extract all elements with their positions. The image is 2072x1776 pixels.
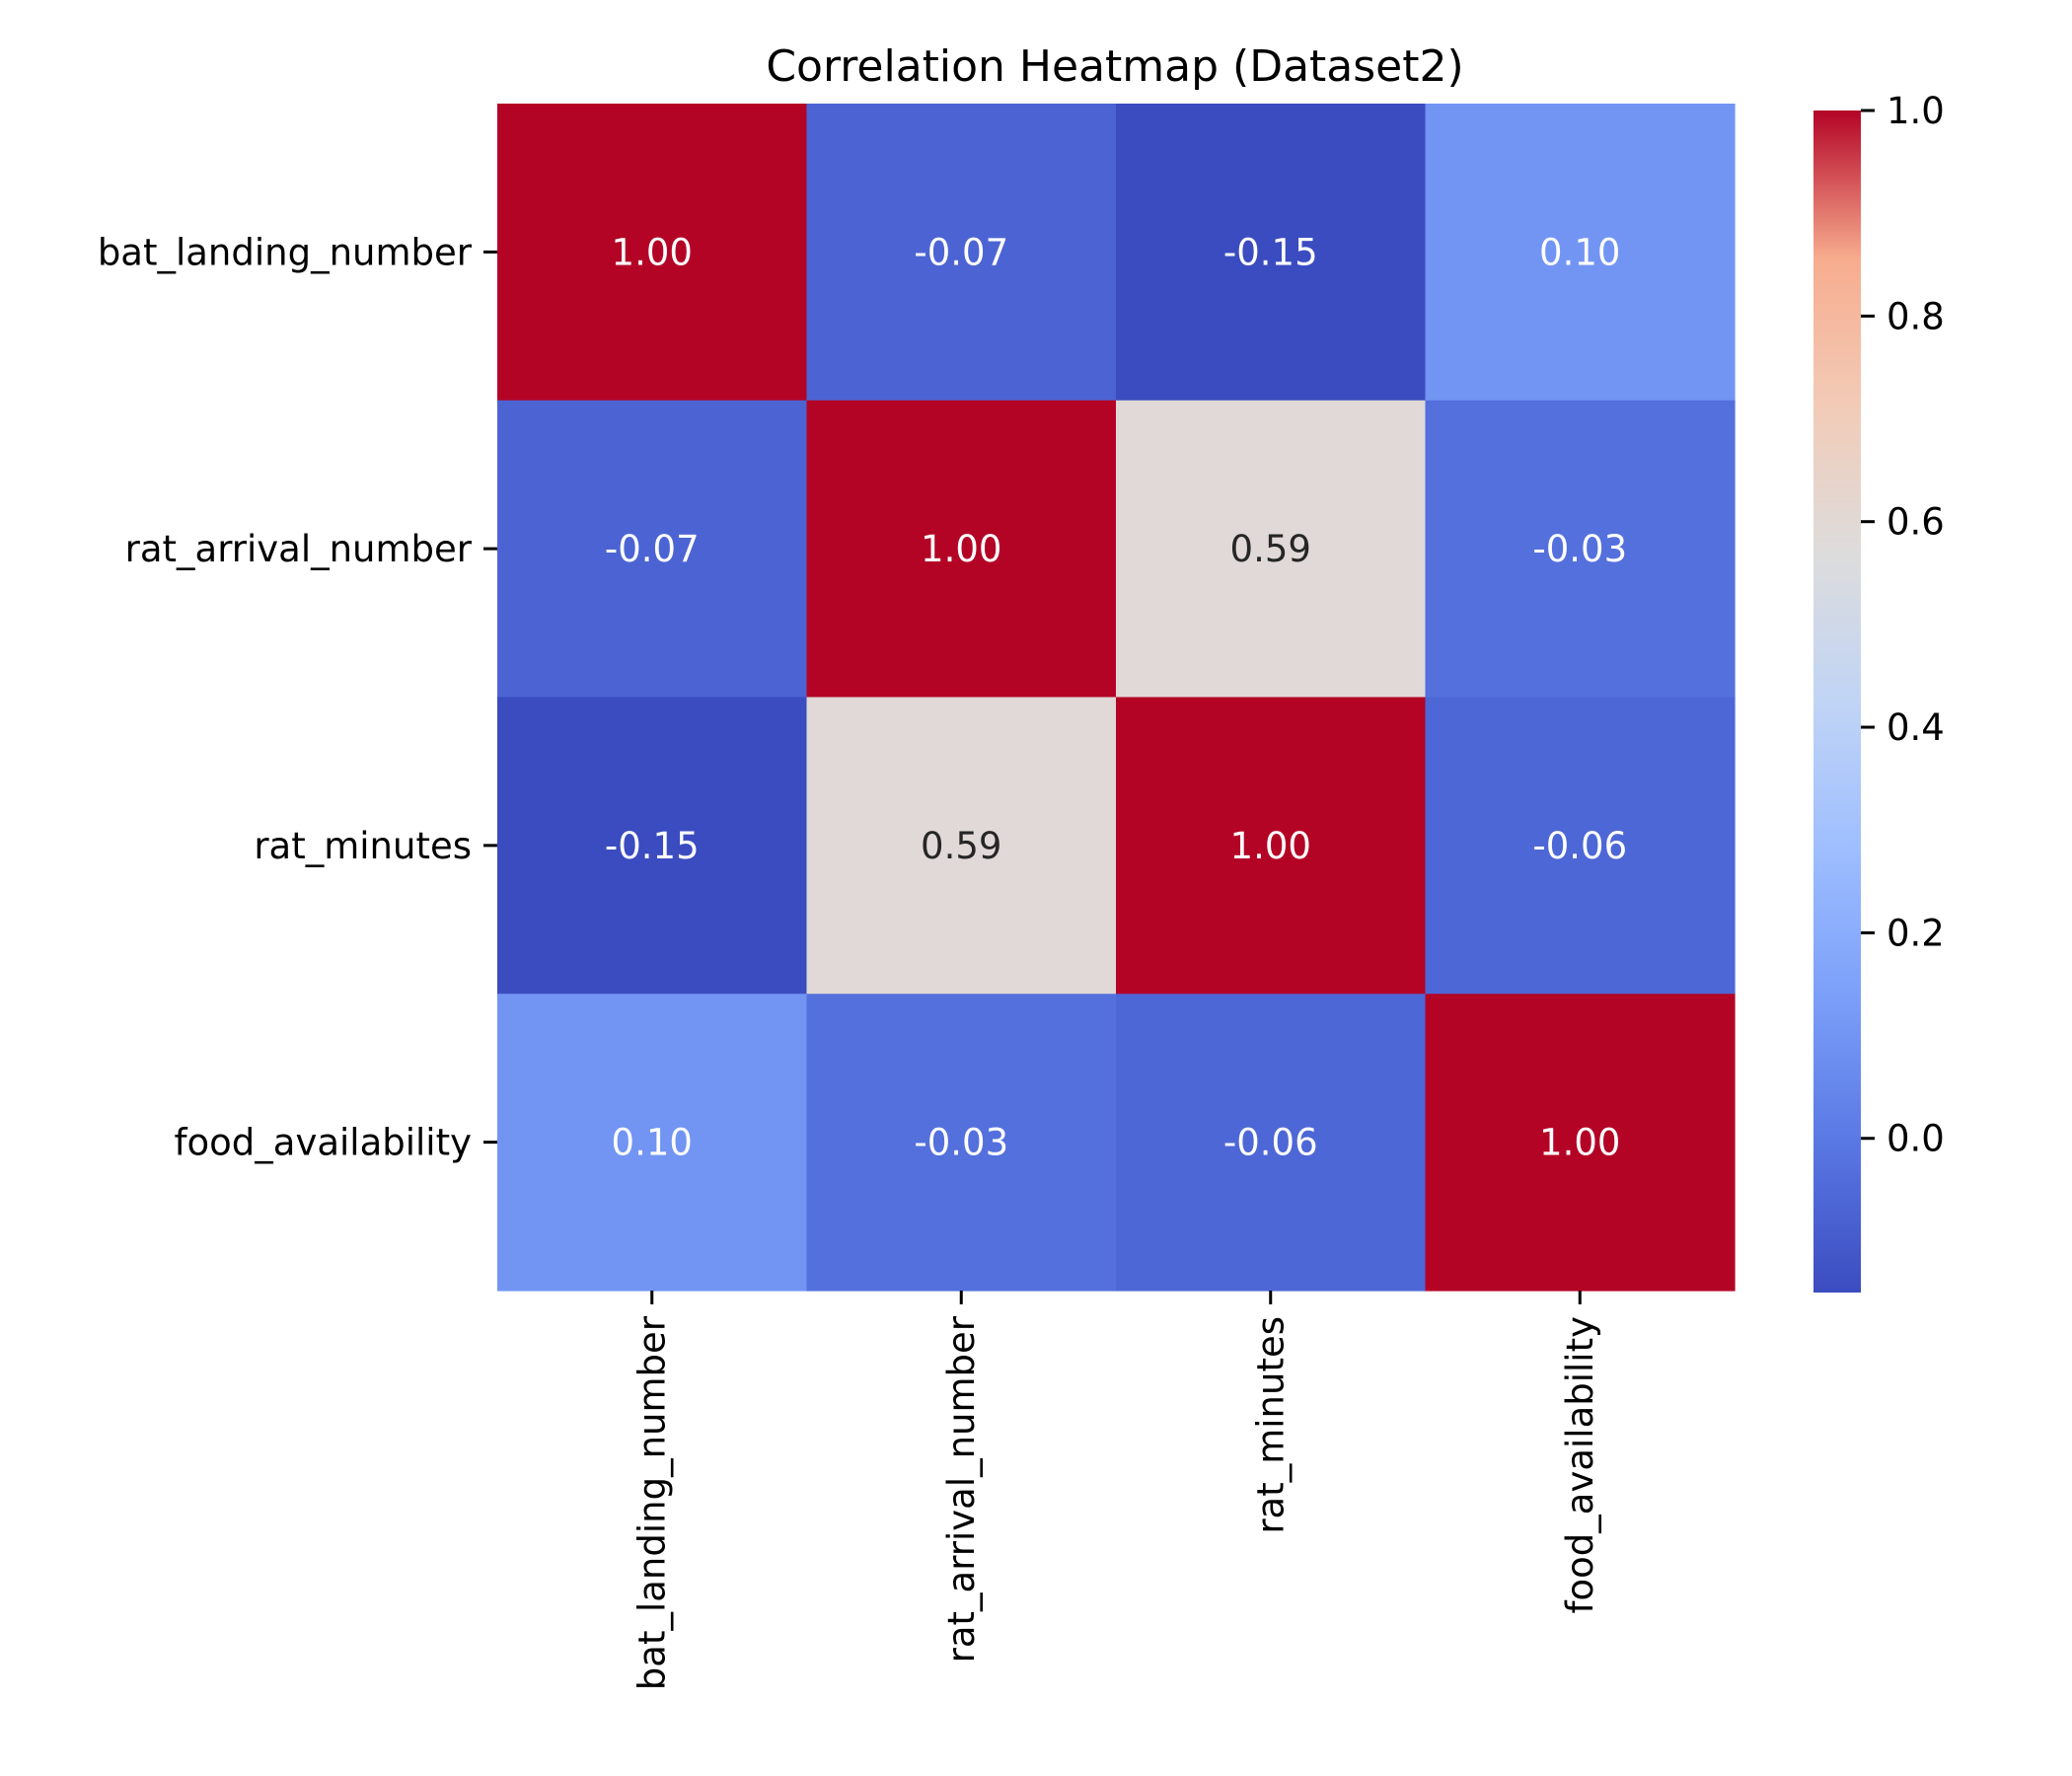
cell-annotation: 0.59	[921, 825, 1001, 867]
y-axis-ticks: bat_landing_number rat_arrival_number rat_…	[98, 231, 497, 1164]
cell-annotation: -0.03	[914, 1122, 1008, 1164]
colorbar-tick-label: 0.2	[1887, 912, 1945, 954]
colorbar-gradient	[1813, 111, 1861, 1293]
cell-annotation: 1.00	[612, 231, 693, 273]
cell-annotation: -0.15	[605, 825, 700, 867]
heatmap-cell	[806, 994, 1117, 1292]
cell-annotation: -0.06	[1532, 825, 1627, 867]
heatmap-cell	[1116, 400, 1427, 699]
heatmap-cell	[1425, 400, 1736, 699]
heatmap-cell	[1425, 697, 1736, 995]
x-axis-ticks: bat_landing_number rat_arrival_number rat_…	[631, 1291, 1601, 1690]
cell-annotation: 1.00	[921, 528, 1001, 570]
cell-annotation: 0.10	[612, 1122, 693, 1164]
cell-annotation: 1.00	[1230, 825, 1311, 867]
heatmap-cell	[806, 400, 1117, 699]
heatmap-cell	[806, 104, 1117, 402]
heatmap-cell	[1425, 994, 1736, 1292]
colorbar: 0.0 0.2 0.4 0.6 0.8 1.0	[1813, 90, 1945, 1293]
cell-annotation: 0.59	[1230, 528, 1311, 570]
y-tick-label: bat_landing_number	[98, 231, 473, 273]
x-tick-label: bat_landing_number	[631, 1315, 674, 1690]
cell-annotations: 1.00 -0.07 -0.15 0.10 -0.07 1.00 0.59 -0.03 -0.1…	[605, 231, 1627, 1163]
heatmap-cells	[497, 104, 1736, 1292]
heatmap-cell	[497, 400, 808, 699]
heatmap-cell	[1116, 104, 1427, 402]
colorbar-tick-label: 0.6	[1887, 501, 1945, 544]
heatmap-cell	[497, 994, 808, 1292]
colorbar-tick-label: 1.0	[1887, 90, 1945, 132]
x-tick-label: rat_minutes	[1250, 1316, 1293, 1534]
cell-annotation: -0.03	[1532, 528, 1627, 570]
x-tick-label: rat_arrival_number	[940, 1315, 983, 1663]
heatmap-cell	[1116, 697, 1427, 995]
heatmap-cell	[1116, 994, 1427, 1292]
colorbar-tick-label: 0.8	[1887, 295, 1945, 337]
cell-annotation: -0.15	[1223, 231, 1318, 273]
y-tick-label: food_availability	[175, 1122, 473, 1164]
y-tick-label: rat_minutes	[254, 825, 472, 867]
heatmap-cell	[806, 697, 1117, 995]
cell-annotation: -0.07	[605, 528, 700, 570]
colorbar-tick-label: 0.4	[1887, 706, 1945, 749]
colorbar-tick-label: 0.0	[1887, 1118, 1945, 1160]
cell-annotation: 0.10	[1539, 231, 1620, 273]
cell-annotation: 1.00	[1539, 1122, 1620, 1164]
colorbar-ticks: 0.0 0.2 0.4 0.6 0.8 1.0	[1861, 90, 1945, 1160]
heatmap-cell	[1425, 104, 1736, 402]
chart-title: Correlation Heatmap (Dataset2)	[766, 41, 1463, 92]
heatmap-cell	[497, 697, 808, 995]
y-tick-label: rat_arrival_number	[125, 528, 473, 570]
cell-annotation: -0.07	[914, 231, 1008, 273]
heatmap-cell	[497, 104, 808, 402]
cell-annotation: -0.06	[1223, 1122, 1318, 1164]
x-tick-label: food_availability	[1559, 1316, 1601, 1614]
